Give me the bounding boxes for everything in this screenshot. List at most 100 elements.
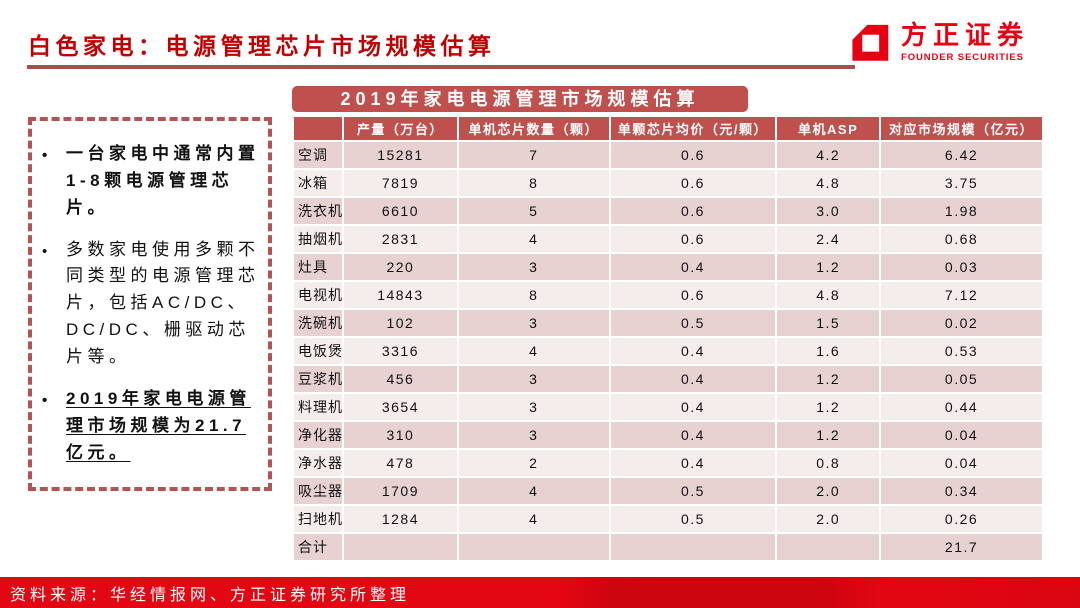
cell-value: 4.8 <box>777 170 880 196</box>
page-title: 白色家电：电源管理芯片市场规模估算 <box>28 33 496 59</box>
table-row: 扫地机 1284 4 0.5 2.0 0.26 <box>294 506 1042 532</box>
cell-value: 1709 <box>343 478 457 504</box>
cell-value: 0.44 <box>881 394 1042 420</box>
cell-value: 0.4 <box>610 366 776 392</box>
cell-value: 2 <box>458 450 609 476</box>
note-item: • 一台家电中通常内置 1-8颗电源管理芯片。 <box>42 141 260 222</box>
table-title: 2019年家电电源管理市场规模估算 <box>292 86 748 112</box>
cell-value: 8 <box>458 282 609 308</box>
row-label: 扫地机 <box>294 506 342 532</box>
cell-value: 7819 <box>343 170 457 196</box>
cell-value: 3 <box>458 254 609 280</box>
row-label: 吸尘器 <box>294 478 342 504</box>
row-label: 电视机 <box>294 282 342 308</box>
logo-text: 方正证券 FOUNDER SECURITIES <box>901 20 1030 63</box>
cell-value: 0.6 <box>610 226 776 252</box>
table-row: 吸尘器 1709 4 0.5 2.0 0.34 <box>294 478 1042 504</box>
founder-logo-icon <box>849 22 889 61</box>
cell-value: 0.6 <box>610 142 776 168</box>
table-row: 电视机 14843 8 0.6 4.8 7.12 <box>294 282 1042 308</box>
cell-value: 0.5 <box>610 506 776 532</box>
cell-value: 15281 <box>343 142 457 168</box>
cell-value: 4.8 <box>777 282 880 308</box>
cell-value: 7.12 <box>881 282 1042 308</box>
cell-value <box>610 534 776 560</box>
column-header: 单机ASP <box>777 117 880 140</box>
column-header: 产量（万台） <box>343 117 457 140</box>
column-header: 对应市场规模（亿元） <box>881 117 1042 140</box>
cell-value: 2.4 <box>777 226 880 252</box>
cell-value <box>343 534 457 560</box>
cell-value: 0.5 <box>610 478 776 504</box>
cell-value: 1.2 <box>777 422 880 448</box>
table-row: 冰箱 7819 8 0.6 4.8 3.75 <box>294 170 1042 196</box>
cell-value <box>777 534 880 560</box>
source-bar: 资料来源：华经情报网、方正证券研究所整理 <box>0 577 1080 608</box>
cell-value: 0.4 <box>610 450 776 476</box>
cell-value: 0.4 <box>610 338 776 364</box>
row-label: 洗碗机 <box>294 310 342 336</box>
cell-value: 0.4 <box>610 394 776 420</box>
cell-value: 1.2 <box>777 394 880 420</box>
note-item: • 2019年家电电源管理市场规模为21.7亿元。 <box>42 386 260 467</box>
cell-value: 0.8 <box>777 450 880 476</box>
cell-value: 456 <box>343 366 457 392</box>
column-header <box>294 117 342 140</box>
cell-value: 0.4 <box>610 254 776 280</box>
cell-value: 3 <box>458 366 609 392</box>
cell-value: 0.34 <box>881 478 1042 504</box>
cell-value: 0.53 <box>881 338 1042 364</box>
table-row: 电饭煲 3316 4 0.4 1.6 0.53 <box>294 338 1042 364</box>
cell-value: 0.03 <box>881 254 1042 280</box>
cell-value: 3 <box>458 394 609 420</box>
note-text: 2019年家电电源管理市场规模为21.7亿元。 <box>66 388 251 462</box>
cell-value: 4 <box>458 226 609 252</box>
row-label: 抽烟机 <box>294 226 342 252</box>
row-label: 洗衣机 <box>294 198 342 224</box>
cell-value: 4 <box>458 478 609 504</box>
cell-value: 7 <box>458 142 609 168</box>
cell-value: 2.0 <box>777 478 880 504</box>
cell-value: 1.6 <box>777 338 880 364</box>
column-header: 单机芯片数量（颗） <box>458 117 609 140</box>
table-row: 洗碗机 102 3 0.5 1.5 0.02 <box>294 310 1042 336</box>
cell-value: 1284 <box>343 506 457 532</box>
cell-value: 4 <box>458 506 609 532</box>
cell-value: 1.2 <box>777 254 880 280</box>
cell-value: 14843 <box>343 282 457 308</box>
logo-en-label: FOUNDER SECURITIES <box>901 51 1024 63</box>
table-row: 豆浆机 456 3 0.4 1.2 0.05 <box>294 366 1042 392</box>
cell-value: 1.5 <box>777 310 880 336</box>
cell-value: 21.7 <box>881 534 1042 560</box>
source-text: 资料来源：华经情报网、方正证券研究所整理 <box>10 586 411 604</box>
cell-value: 0.5 <box>610 310 776 336</box>
title-underline <box>27 65 855 69</box>
table-header-row: 产量（万台） 单机芯片数量（颗） 单颗芯片均价（元/颗） 单机ASP 对应市场规模（亿元… <box>294 117 1042 140</box>
cell-value <box>458 534 609 560</box>
row-label: 冰箱 <box>294 170 342 196</box>
notes-panel: • 一台家电中通常内置 1-8颗电源管理芯片。 • 多数家电使用多颗不同类型的电源管理… <box>28 117 272 491</box>
bullet-icon: • <box>42 242 48 260</box>
row-label: 净化器 <box>294 422 342 448</box>
cell-value: 0.6 <box>610 198 776 224</box>
row-label: 料理机 <box>294 394 342 420</box>
note-text: 多数家电使用多颗不同类型的电源管理芯片，包括AC/DC、DC/DC、栅驱动芯片等… <box>66 239 260 367</box>
cell-value: 3 <box>458 310 609 336</box>
cell-value: 0.6 <box>610 282 776 308</box>
table-panel: 2019年家电电源管理市场规模估算 产量（万台） 单机芯片数量（颗） 单颗芯片均价（… <box>292 86 1044 562</box>
cell-value: 0.05 <box>881 366 1042 392</box>
cell-value: 1.98 <box>881 198 1042 224</box>
cell-value: 5 <box>458 198 609 224</box>
cell-value: 0.4 <box>610 422 776 448</box>
cell-value: 8 <box>458 170 609 196</box>
cell-value: 0.68 <box>881 226 1042 252</box>
row-label: 灶具 <box>294 254 342 280</box>
estimate-table: 产量（万台） 单机芯片数量（颗） 单颗芯片均价（元/颗） 单机ASP 对应市场规模（亿元… <box>292 115 1044 562</box>
cell-value: 2.0 <box>777 506 880 532</box>
cell-value: 102 <box>343 310 457 336</box>
cell-value: 2831 <box>343 226 457 252</box>
logo-cn-label: 方正证券 <box>901 20 1030 51</box>
bullet-icon: • <box>42 391 48 409</box>
row-label: 豆浆机 <box>294 366 342 392</box>
